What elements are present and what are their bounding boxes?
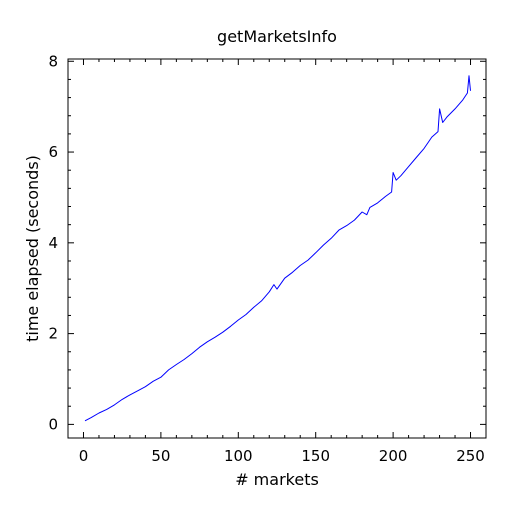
plot-frame [67,58,487,439]
axis-ticks [67,59,487,438]
y-tick-label: 0 [48,415,58,433]
y-tick-label: 8 [48,52,58,70]
y-tick-labels: 0 2 4 6 8 [48,52,58,433]
x-tick-label: 250 [456,447,485,465]
x-tick-label: 200 [379,447,408,465]
x-tick-label: 150 [301,447,330,465]
y-axis-label: time elapsed (seconds) [23,155,42,342]
y-tick-label: 6 [48,143,58,161]
y-tick-label: 4 [48,234,58,252]
x-tick-label: 100 [224,447,253,465]
y-tick-label: 2 [48,325,58,343]
x-axis-label: # markets [235,470,319,489]
x-tick-label: 50 [151,447,170,465]
timing-series-line [84,75,471,422]
x-tick-labels: 0 50 100 150 200 250 [79,447,485,465]
x-tick-label: 0 [79,447,89,465]
chart-title: getMarketsInfo [217,27,337,46]
